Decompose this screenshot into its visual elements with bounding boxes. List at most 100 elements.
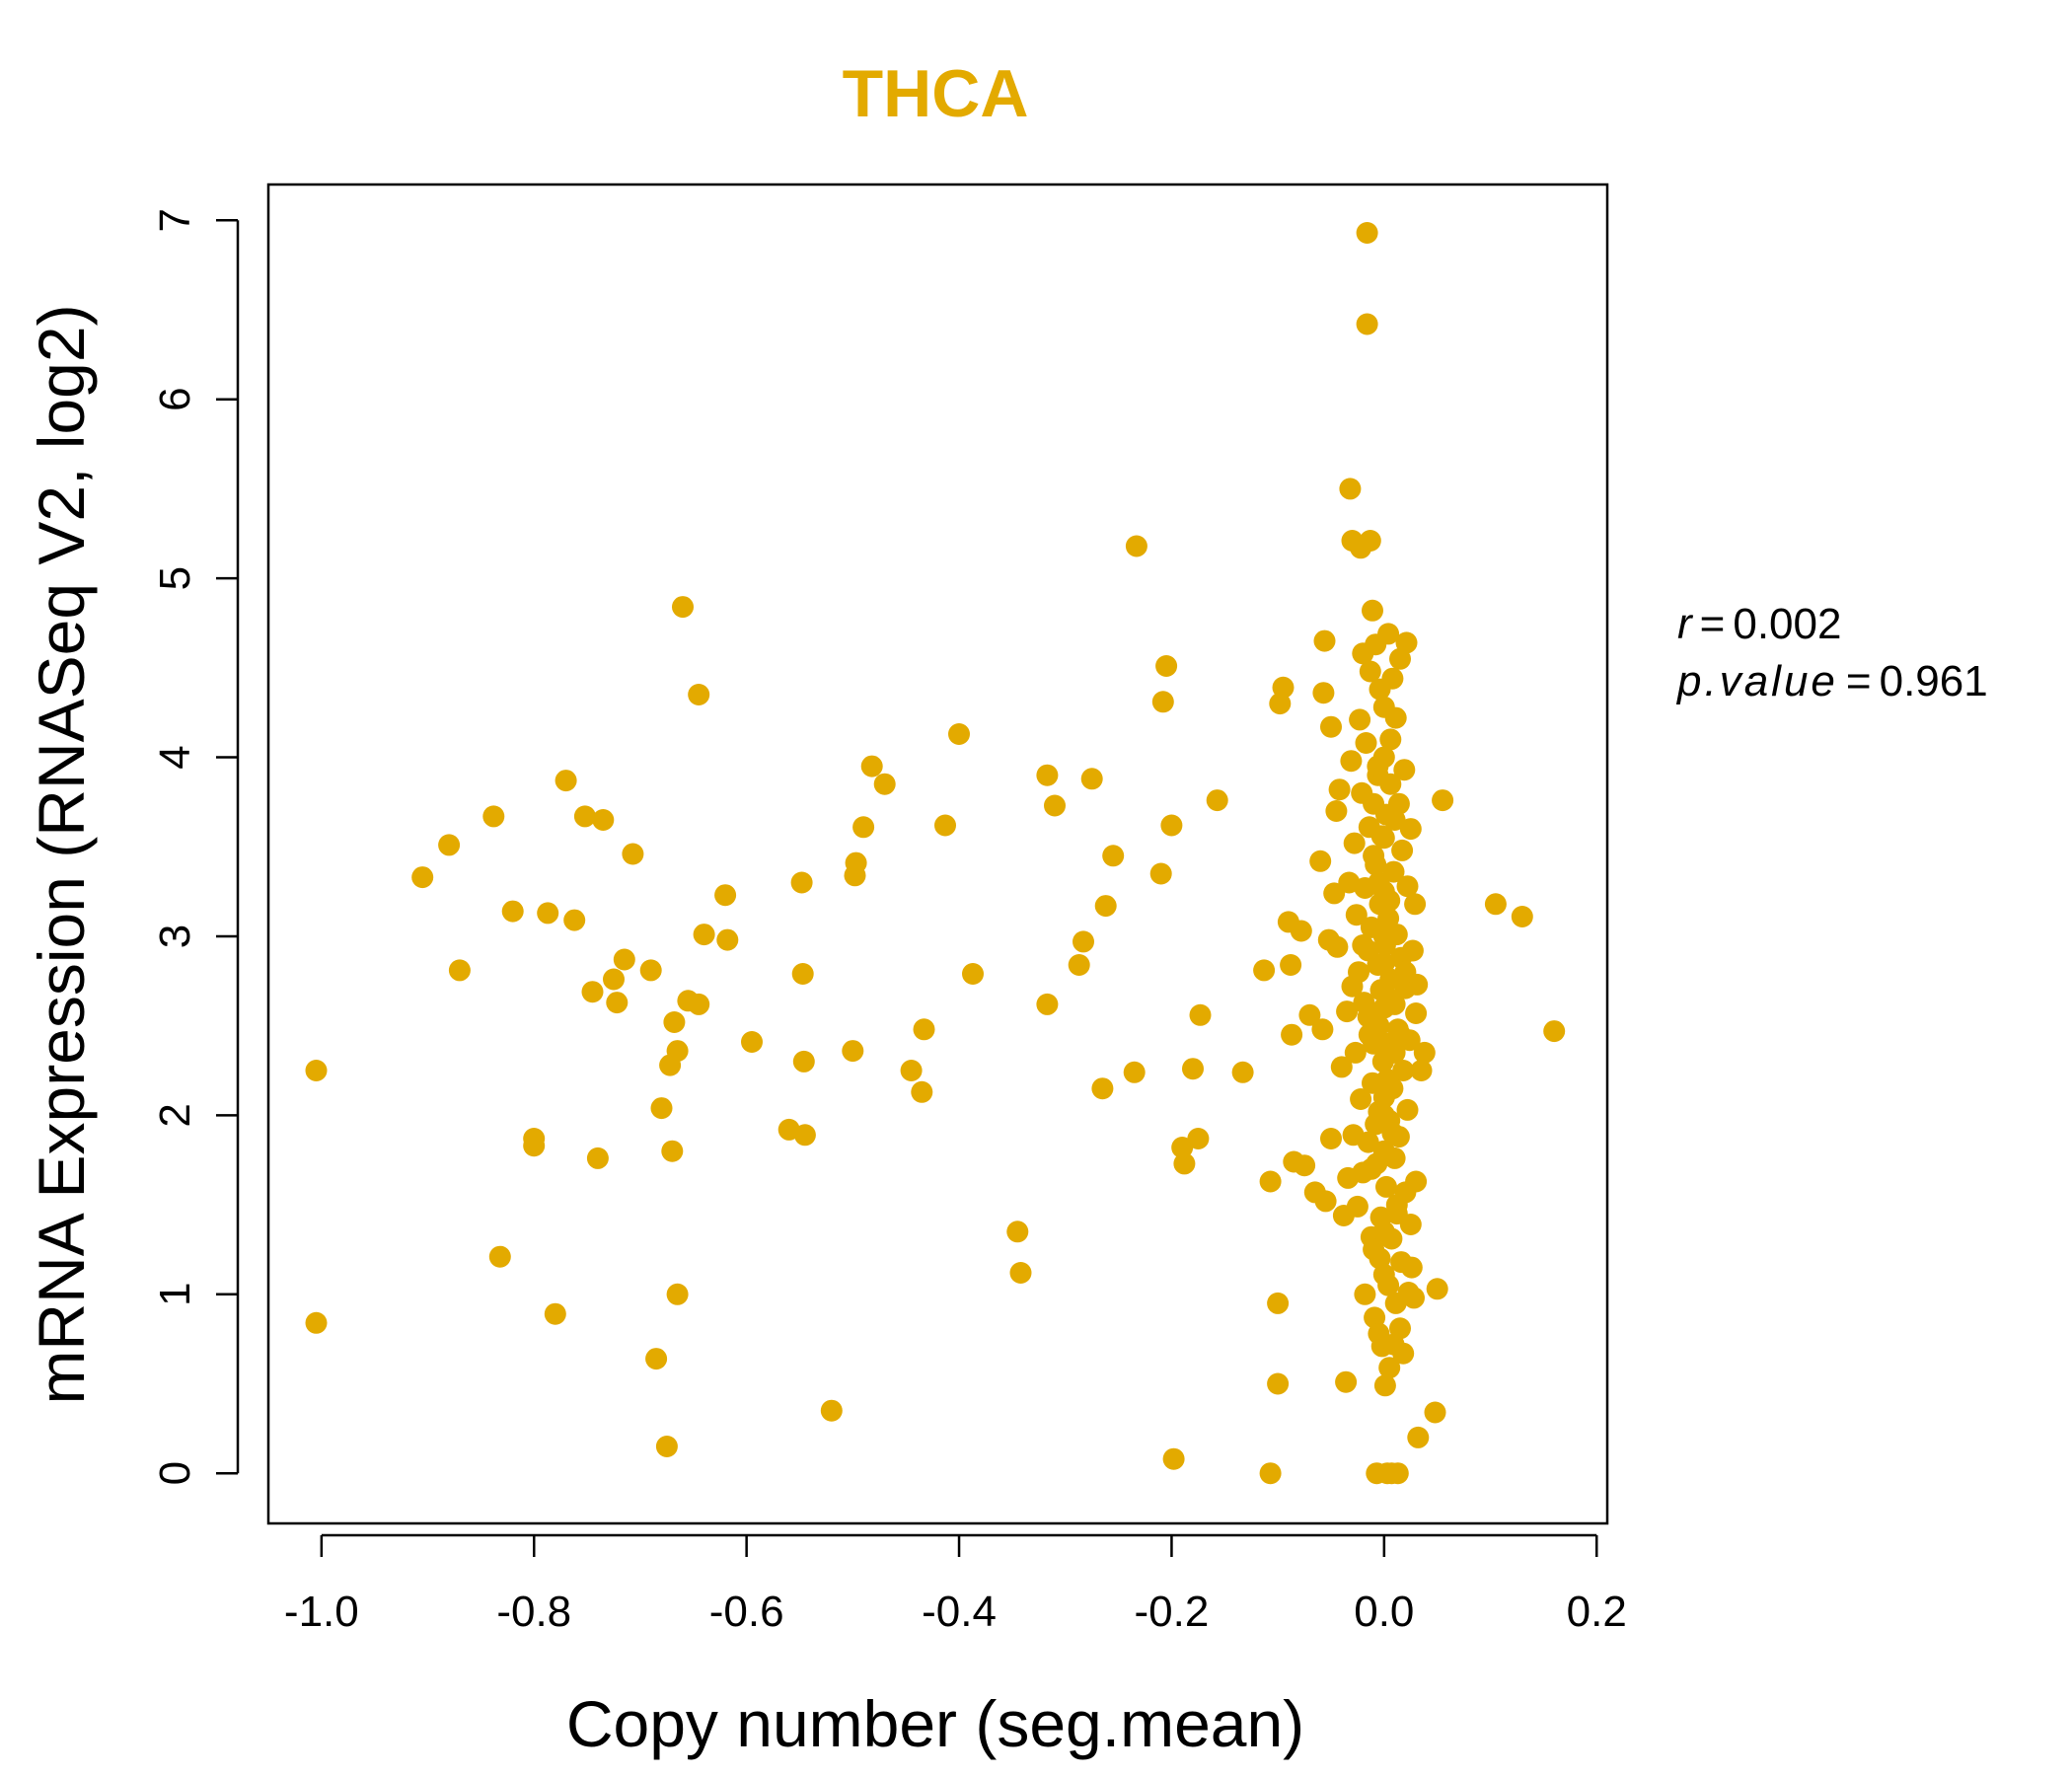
data-point <box>1377 623 1400 645</box>
data-point <box>1336 1000 1359 1023</box>
data-point <box>1009 1262 1032 1284</box>
data-point <box>606 992 629 1014</box>
data-point <box>1162 1447 1185 1470</box>
data-point <box>661 1140 684 1162</box>
data-point <box>1379 773 1402 795</box>
x-axis: -1.0 -0.8 -0.6 -0.4 -0.2 0.0 0.2 <box>284 1533 1627 1636</box>
x-tick-label: 0.0 <box>1354 1588 1414 1636</box>
data-point <box>1369 1247 1391 1270</box>
data-point <box>1314 1190 1337 1213</box>
data-point <box>1323 882 1346 905</box>
y-tick-label: 1 <box>151 1283 199 1306</box>
y-axis: 0 1 2 3 4 5 6 7 <box>151 208 240 1485</box>
data-point <box>1294 1154 1316 1177</box>
data-point <box>1173 1152 1196 1175</box>
data-point <box>873 773 896 795</box>
data-point <box>523 1128 546 1149</box>
data-point <box>790 871 813 894</box>
data-point <box>1384 706 1407 729</box>
data-point <box>592 809 615 831</box>
data-point <box>1272 676 1295 699</box>
data-point <box>900 1060 923 1081</box>
x-tick-label: -1.0 <box>284 1588 359 1636</box>
data-point <box>1125 535 1147 557</box>
data-point <box>1379 728 1402 751</box>
data-point <box>716 928 739 951</box>
data-point <box>1399 1214 1422 1235</box>
data-point <box>1396 1098 1419 1121</box>
data-point <box>305 1060 328 1081</box>
y-tick-label: 5 <box>151 566 199 590</box>
data-point <box>1325 800 1348 822</box>
data-point <box>1311 1018 1334 1041</box>
r-stat-label: r <box>1677 600 1694 648</box>
data-point <box>1399 818 1422 841</box>
data-point <box>563 909 586 931</box>
data-point <box>1281 1023 1303 1046</box>
data-point <box>537 902 559 925</box>
data-point <box>1383 1041 1406 1064</box>
data-point <box>1151 691 1174 713</box>
y-tick-label: 7 <box>151 208 199 232</box>
data-point <box>482 805 505 828</box>
data-point <box>1394 961 1417 984</box>
data-point <box>1391 839 1414 861</box>
y-tick-label: 2 <box>151 1103 199 1127</box>
data-point <box>1259 1170 1282 1193</box>
data-point <box>1378 1357 1401 1379</box>
data-point <box>1410 1060 1433 1081</box>
data-point <box>586 1147 609 1169</box>
data-point <box>1372 925 1395 947</box>
data-point <box>603 968 625 991</box>
data-point <box>1346 1195 1369 1218</box>
data-point <box>1355 732 1377 754</box>
data-point <box>1389 1023 1411 1046</box>
data-point <box>1356 222 1378 244</box>
data-point <box>1335 1370 1358 1393</box>
data-point <box>1372 952 1395 975</box>
data-point <box>1382 860 1405 883</box>
data-point <box>1356 313 1378 335</box>
data-point <box>1036 764 1059 786</box>
data-point <box>1123 1061 1146 1083</box>
data-point <box>672 596 694 619</box>
data-point <box>1362 599 1383 622</box>
x-tick-label: -0.4 <box>922 1588 997 1636</box>
data-point <box>1372 827 1395 850</box>
data-point <box>305 1311 328 1334</box>
data-point <box>1253 959 1276 982</box>
data-point <box>1359 660 1381 683</box>
p-value-value: 0.961 <box>1880 657 1988 705</box>
data-point <box>666 1283 689 1305</box>
data-point <box>1269 693 1292 715</box>
data-point <box>962 963 984 985</box>
data-point <box>911 1080 933 1103</box>
data-point <box>448 959 471 982</box>
chart-title: THCA <box>843 56 1029 131</box>
data-point <box>1401 939 1424 962</box>
data-point <box>1068 954 1090 976</box>
data-point <box>741 1031 763 1053</box>
data-point <box>1160 814 1183 837</box>
data-point <box>1320 715 1342 738</box>
data-point <box>1372 1086 1395 1109</box>
data-point <box>1372 1221 1395 1243</box>
data-point <box>1396 875 1419 898</box>
data-point <box>1309 850 1332 872</box>
data-point <box>663 1011 686 1033</box>
data-point <box>1187 1128 1210 1149</box>
data-point <box>613 948 635 971</box>
data-point <box>1357 1131 1379 1153</box>
data-point <box>1405 1170 1428 1193</box>
data-point <box>1381 667 1404 690</box>
data-point <box>1376 1069 1399 1091</box>
data-point <box>1313 629 1336 652</box>
data-point <box>1377 907 1400 929</box>
data-point <box>1405 1002 1428 1024</box>
data-point <box>1363 845 1385 867</box>
data-point <box>1259 1462 1282 1485</box>
data-point <box>1367 755 1389 777</box>
data-point <box>714 884 737 907</box>
data-point <box>1363 1032 1385 1055</box>
